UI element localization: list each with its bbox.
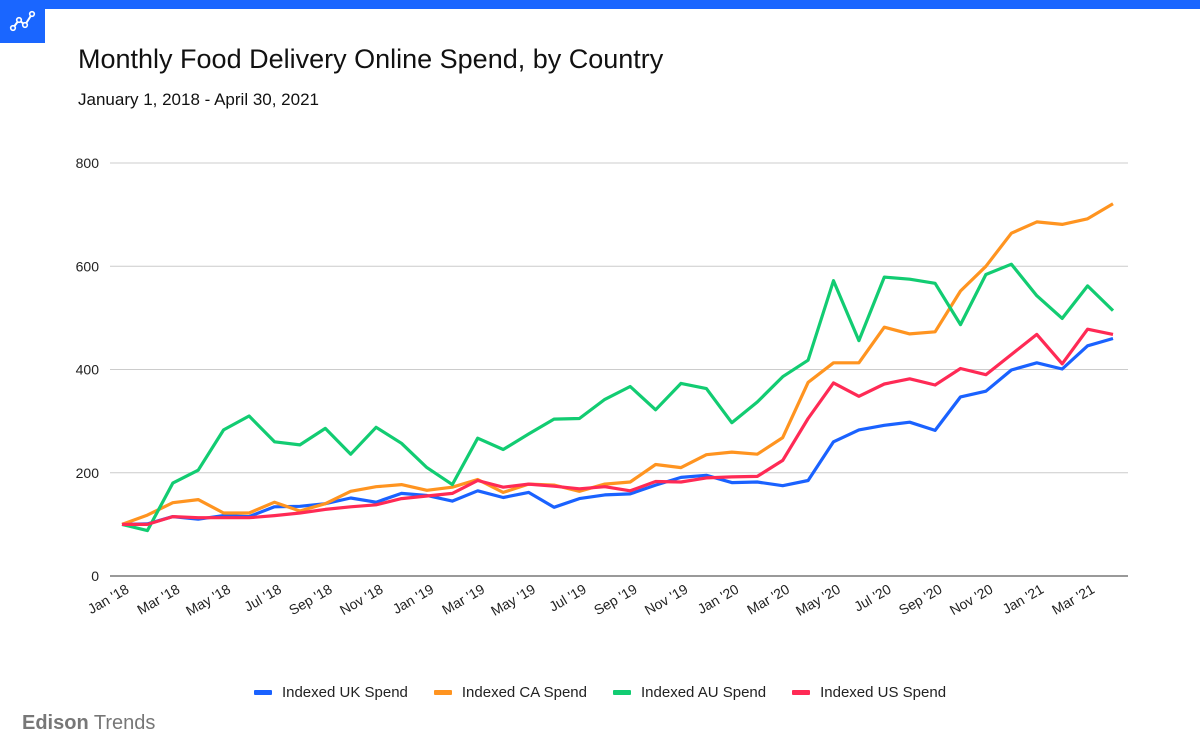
line-chart-icon (9, 10, 36, 32)
y-tick-label: 600 (76, 258, 100, 274)
x-tick-label: Jul '19 (546, 581, 589, 615)
legend-label: Indexed AU Spend (641, 684, 767, 701)
chart-legend: Indexed UK Spend Indexed CA Spend Indexed … (0, 684, 1200, 701)
x-tick-label: May '20 (793, 581, 843, 619)
y-tick-label: 0 (91, 568, 99, 584)
x-tick-label: May '18 (183, 581, 233, 619)
x-tick-label: Mar '19 (439, 581, 487, 618)
app-logo (0, 0, 45, 43)
legend-label: Indexed CA Spend (461, 684, 587, 701)
x-tick-label: May '19 (488, 581, 538, 619)
x-tick-label: Sep '20 (896, 581, 945, 618)
series-line-indexed-uk-spend (121, 336, 1114, 526)
chart-title: Monthly Food Delivery Online Spend, by C… (78, 44, 664, 74)
y-tick-label: 400 (76, 362, 100, 378)
chart-subtitle: January 1, 2018 - April 30, 2021 (78, 90, 319, 109)
legend-swatch (433, 690, 452, 695)
legend-item: Indexed AU Spend (613, 684, 766, 701)
x-tick-label: Mar '20 (744, 581, 792, 618)
x-tick-label: Nov '18 (337, 581, 386, 618)
legend-label: Indexed UK Spend (281, 684, 408, 701)
x-tick-label: Jan '20 (695, 581, 742, 617)
x-tick-label: Mar '18 (134, 581, 182, 618)
brand-logo: Edison Trends (22, 712, 155, 735)
x-tick-label: Jan '18 (85, 581, 132, 617)
x-tick-label: Nov '19 (642, 581, 691, 618)
x-tick-label: Jul '20 (851, 581, 894, 615)
legend-item: Indexed UK Spend (253, 684, 408, 701)
legend-label: Indexed US Spend (820, 684, 947, 701)
series-line-indexed-ca-spend (121, 202, 1114, 526)
legend-swatch (613, 690, 631, 695)
x-tick-label: Nov '20 (947, 581, 996, 618)
series-line-indexed-us-spend (122, 327, 1114, 527)
legend-item: Indexed US Spend (792, 684, 946, 701)
x-tick-label: Sep '19 (591, 581, 640, 618)
legend-swatch (792, 690, 811, 695)
series-line-indexed-au-spend (121, 262, 1115, 533)
brand-name-light: Trends (93, 712, 156, 734)
x-tick-label: Jul '18 (241, 581, 284, 615)
y-tick-label: 200 (76, 465, 100, 481)
x-tick-label: Sep '18 (286, 581, 335, 618)
x-tick-label: Jan '21 (1000, 581, 1047, 617)
top-accent-bar (0, 0, 1200, 9)
brand-name-bold: Edison (22, 712, 89, 734)
legend-swatch (253, 690, 272, 695)
x-tick-label: Jan '19 (390, 581, 437, 617)
x-tick-label: Mar '21 (1049, 581, 1097, 618)
legend-item: Indexed CA Spend (433, 684, 587, 701)
y-tick-label: 800 (76, 155, 100, 171)
